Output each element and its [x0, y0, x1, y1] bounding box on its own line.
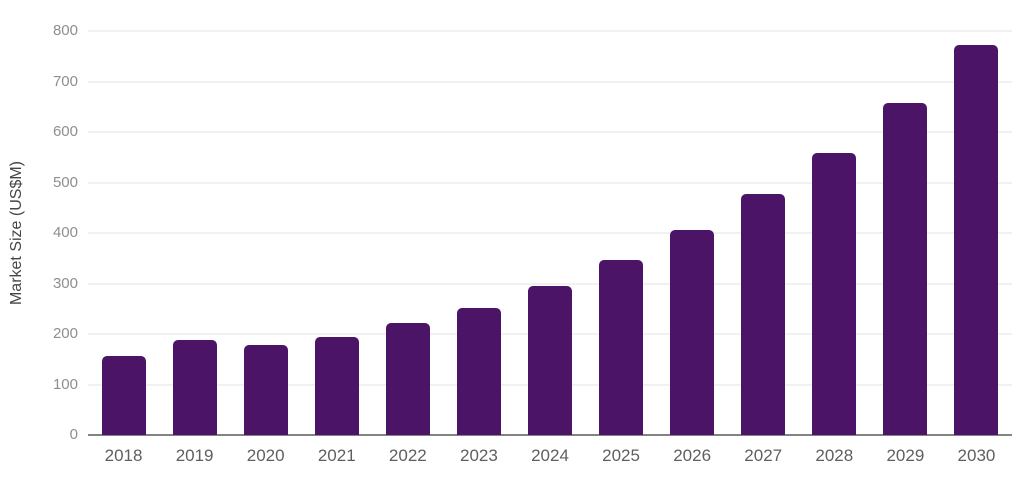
x-tick-label-2018: 2018 — [104, 446, 143, 465]
gridline-400 — [88, 232, 1012, 234]
bar-2029 — [883, 102, 928, 435]
bar-2024 — [528, 285, 572, 435]
x-tick-label-2028: 2028 — [815, 446, 854, 465]
gridline-500 — [88, 181, 1012, 184]
y-tick-label-0: 0 — [69, 426, 78, 443]
x-tick-label-2023: 2023 — [460, 446, 498, 465]
bar-2027 — [741, 194, 786, 435]
x-tick-label-2027: 2027 — [744, 446, 783, 465]
x-tick-label-2024: 2024 — [531, 446, 569, 465]
y-tick-label-200: 200 — [52, 325, 78, 342]
bar-2019 — [172, 340, 217, 435]
bar-2028 — [812, 152, 857, 435]
x-axis-line — [88, 434, 1012, 436]
y-tick-label-100: 100 — [52, 375, 78, 393]
gridline-800 — [88, 30, 1012, 32]
bar-2025 — [599, 260, 644, 435]
bar-2021 — [314, 337, 359, 435]
bar-2023 — [456, 307, 501, 435]
gridline-300 — [88, 282, 1012, 285]
x-tick-label-2026: 2026 — [673, 446, 712, 465]
y-tick-label-700: 700 — [52, 72, 78, 90]
plot-area — [88, 30, 1012, 436]
gridline-700 — [88, 80, 1012, 83]
x-tick-label-2025: 2025 — [602, 446, 640, 465]
y-tick-label-600: 600 — [52, 123, 78, 140]
x-tick-label-2030: 2030 — [957, 446, 996, 465]
x-tick-label-2019: 2019 — [175, 446, 214, 465]
x-tick-label-2020: 2020 — [246, 446, 285, 465]
y-tick-label-400: 400 — [52, 224, 78, 241]
x-tick-label-2029: 2029 — [886, 446, 925, 465]
gridline-600 — [88, 131, 1012, 133]
x-tick-label-2022: 2022 — [388, 446, 427, 465]
x-tick-label-2021: 2021 — [317, 446, 356, 465]
bar-2018 — [101, 355, 146, 435]
bar-2026 — [670, 229, 715, 435]
bar-2020 — [243, 344, 288, 435]
y-tick-label-300: 300 — [52, 274, 78, 292]
bar-2022 — [385, 322, 430, 435]
y-tick-label-500: 500 — [52, 173, 78, 191]
y-tick-label-800: 800 — [52, 22, 78, 39]
bar-2030 — [954, 45, 999, 435]
